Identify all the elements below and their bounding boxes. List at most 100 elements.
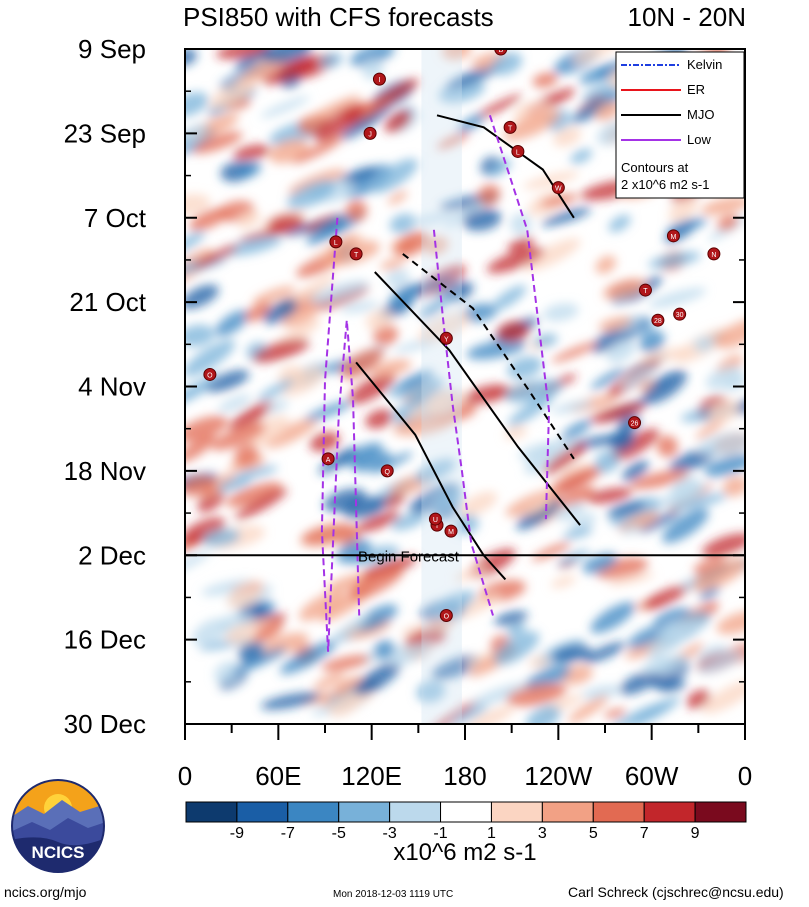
colorbar-swatch: [236, 801, 289, 823]
shading-blob: [602, 278, 647, 300]
y-tick-label: 18 Nov: [64, 456, 146, 486]
shading-blob: [245, 302, 272, 322]
shading-blob: [594, 450, 620, 473]
shading-blob: [659, 680, 687, 693]
shading-blob: [639, 329, 665, 353]
storm-label: N: [711, 252, 716, 259]
shading-blob: [185, 373, 221, 404]
colorbar-swatch: [389, 801, 442, 823]
shading-blob: [572, 49, 620, 64]
shading-blob: [528, 656, 551, 668]
shading-blob: [344, 164, 392, 198]
shading-blob: [216, 49, 273, 60]
storm-icon: [428, 512, 442, 526]
region-label: 10N - 20N: [628, 2, 747, 32]
mjo-contour: [402, 253, 575, 460]
shading-blob: [365, 409, 394, 429]
storm-icon: [439, 331, 453, 345]
storm-icon: [503, 120, 517, 134]
storm-marker: T: [503, 120, 517, 134]
shading-blob: [408, 212, 455, 226]
shading-blob: [551, 400, 593, 414]
shading-blob: [267, 214, 305, 233]
shading-blob: [397, 370, 434, 390]
shading-blob: [387, 190, 408, 205]
colorbar-tick-label: -7: [281, 825, 295, 842]
storm-marker: L: [329, 235, 343, 249]
shading-blob: [552, 127, 582, 147]
shading-blob: [543, 443, 588, 475]
footer-timestamp: Mon 2018-12-03 1119 UTC: [333, 889, 454, 900]
shading-blob: [532, 72, 558, 88]
mjo-contour: [374, 271, 581, 526]
legend-label-low: Low: [687, 132, 711, 147]
shading-blob: [570, 148, 593, 164]
shading-blob: [389, 213, 417, 234]
footer-site: ncics.org/mjo: [4, 884, 87, 900]
shading-blob: [491, 285, 527, 311]
shading-blob: [185, 415, 229, 442]
shading-blob: [345, 200, 368, 222]
shading-blob: [668, 198, 698, 222]
shading-blob: [695, 418, 726, 440]
shading-blob: [505, 488, 563, 517]
shading-blob: [647, 628, 688, 659]
shading-blob: [309, 431, 340, 452]
x-tick-label: 120W: [524, 761, 592, 791]
shading-blob: [257, 379, 294, 401]
shading-blob: [619, 670, 660, 695]
shading-blob: [262, 56, 317, 85]
storm-icon: [638, 283, 652, 297]
shading-blob: [352, 450, 392, 472]
shading-blob: [185, 517, 226, 545]
shading-blob: [693, 557, 726, 575]
storm-label: 28: [654, 318, 662, 325]
shading-blob: [185, 231, 205, 253]
shading-blob: [590, 367, 625, 390]
shading-blob: [336, 539, 372, 564]
storm-icon: [651, 313, 665, 327]
colorbar-tick-label: -3: [383, 825, 397, 842]
shading-blob: [185, 194, 211, 216]
legend-note-line1: Contours at: [621, 160, 689, 175]
colorbar-tick-label: -9: [230, 825, 244, 842]
colorbar-unit: x10^6 m2 s-1: [393, 839, 536, 866]
shading-blob: [523, 238, 581, 272]
storm-icon: [329, 235, 343, 249]
storm-label: 26: [631, 421, 639, 428]
shading-blob: [562, 527, 594, 540]
shading-blob: [437, 132, 470, 150]
y-tick-label: 7 Oct: [84, 203, 147, 233]
storm-label: U: [433, 517, 438, 524]
x-axis: 0 60E 120E 180 120W 60W 0: [178, 724, 752, 791]
shading-blob: [507, 393, 554, 427]
footer-author: Carl Schreck (cjschrec@ncsu.edu): [568, 884, 784, 900]
storm-marker: J: [363, 126, 377, 140]
colorbar-tick-label: 1: [487, 825, 496, 842]
shading-blob: [493, 631, 540, 665]
shading-blob: [261, 49, 313, 63]
shading-blob: [443, 201, 484, 229]
shading-blob: [263, 299, 298, 324]
shading-blob: [225, 236, 283, 256]
storm-label: L: [516, 149, 520, 156]
shading-blob: [622, 460, 649, 482]
shading-blob: [227, 580, 264, 609]
chart-title: PSI850 with CFS forecasts: [183, 2, 494, 32]
shading-blob: [627, 624, 668, 649]
shading-blob: [496, 321, 530, 343]
shading-blob: [234, 465, 278, 480]
shading-blob: [185, 92, 209, 117]
shading-blob: [560, 485, 595, 507]
legend-box: [615, 51, 745, 199]
shading-blob: [722, 476, 745, 497]
storm-marker: Q: [380, 464, 394, 478]
shading-blob: [185, 435, 216, 463]
shading-blob: [540, 193, 579, 208]
shading-blob: [292, 137, 344, 164]
shading-blob: [606, 501, 647, 517]
colorbar-swatch: [490, 801, 543, 823]
shading-blob: [638, 510, 680, 533]
shading-blob: [570, 92, 622, 125]
x-tick-label: 60E: [255, 761, 301, 791]
